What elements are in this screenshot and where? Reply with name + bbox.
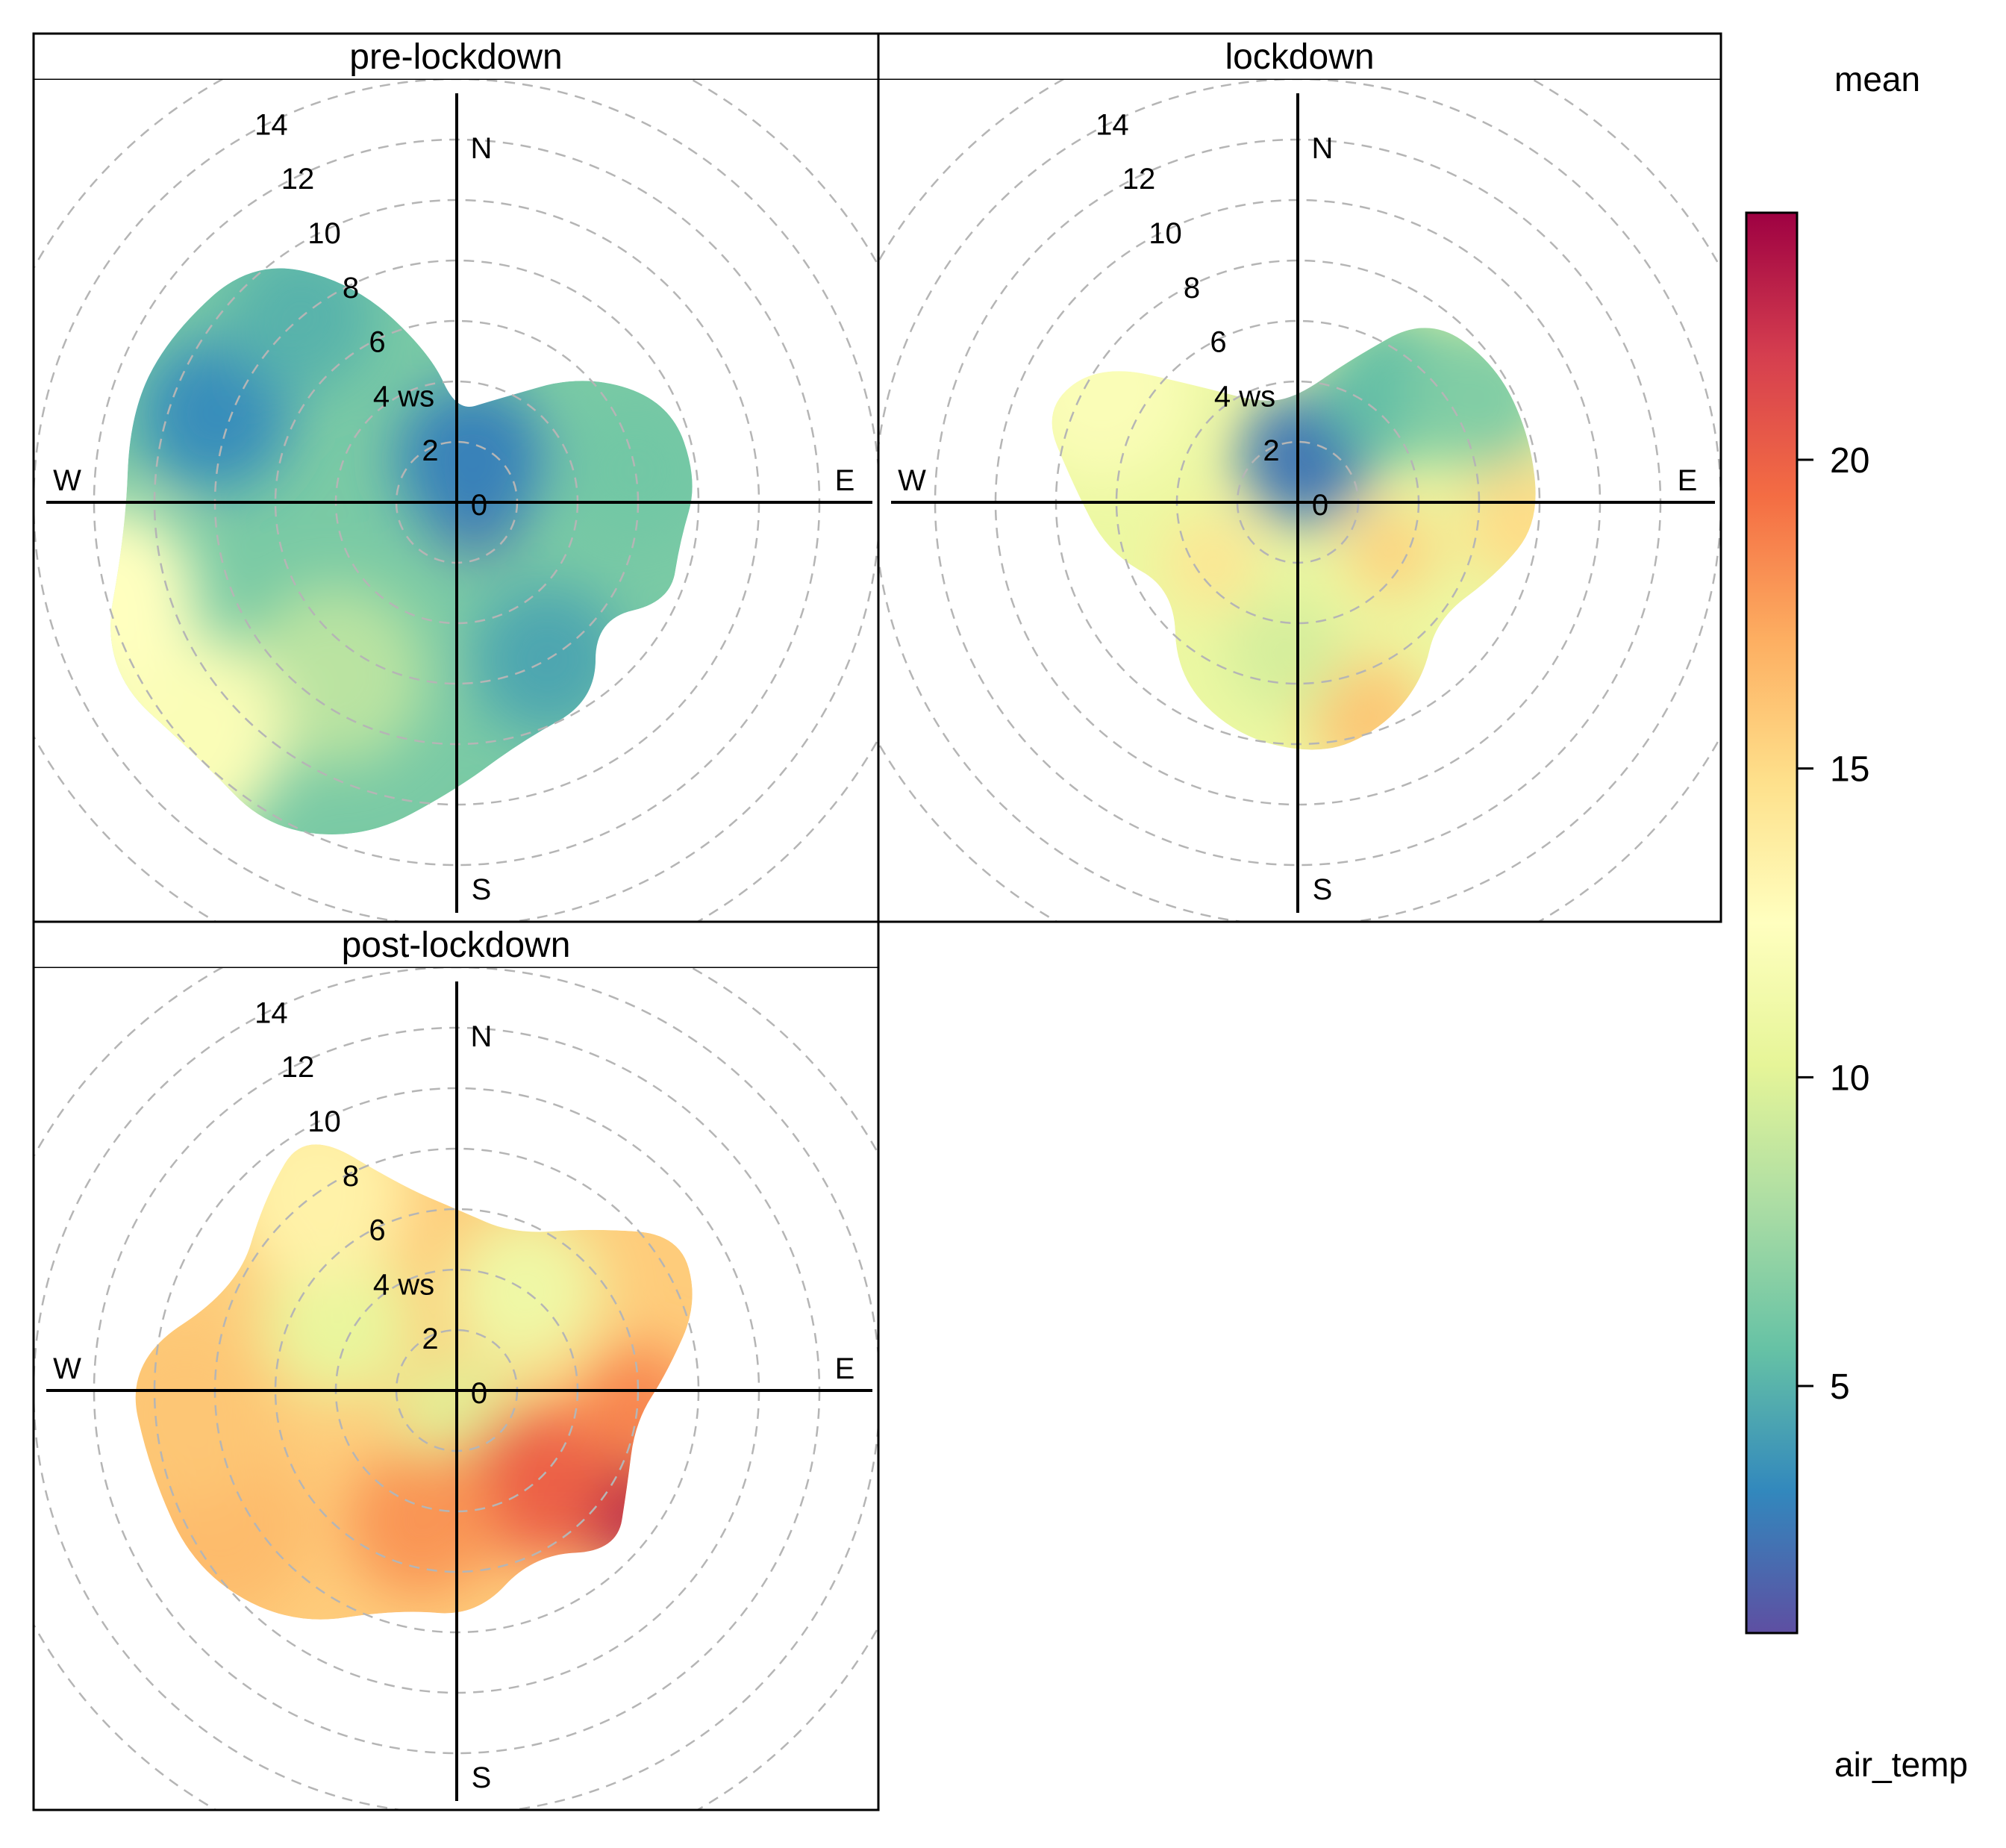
radial-tick-label: 14	[254, 996, 288, 1029]
compass-north: N	[471, 1020, 493, 1053]
colorbar-tick-label: 15	[1830, 750, 1869, 790]
compass-north: N	[1312, 132, 1334, 165]
radial-tick-label: 0	[471, 489, 487, 522]
colorbar-variable-label: air_temp	[1834, 1745, 1968, 1784]
panel-title: post-lockdown	[342, 925, 571, 965]
compass-west: W	[898, 464, 926, 497]
surface-blob	[1166, 517, 1257, 609]
compass-west: W	[53, 1352, 81, 1385]
radial-tick-label: 8	[343, 272, 359, 305]
colorbar-tick-label: 20	[1830, 441, 1869, 481]
panel-strip	[32, 920, 880, 970]
compass-south: S	[1313, 873, 1333, 906]
surface-blob	[1224, 592, 1346, 714]
surface-blob	[396, 384, 549, 536]
radial-tick-label: 10	[307, 1105, 341, 1138]
compass-west: W	[53, 464, 81, 497]
colorbar-gradient	[1745, 211, 1799, 1635]
colorbar-tick-label: 5	[1830, 1367, 1850, 1407]
radial-tick-label: 14	[1096, 108, 1129, 141]
radial-tick-label: 12	[281, 1051, 315, 1084]
radial-tick-label: 6	[369, 326, 385, 359]
radial-tick-label: 2	[422, 434, 438, 467]
panel-title: lockdown	[1225, 37, 1374, 77]
radial-tick-label: 4 ws	[373, 1268, 434, 1301]
colorbar: mean 5 10 15 20 air_temp	[1745, 60, 1968, 1784]
radial-tick-label: 8	[343, 1160, 359, 1193]
surface-blob	[450, 1216, 602, 1367]
surface-blob	[560, 395, 693, 547]
radial-tick-label: 4 ws	[373, 380, 434, 413]
radial-tick-label: 8	[1184, 272, 1200, 305]
radial-tick-label: 12	[1122, 163, 1156, 196]
compass-south: S	[472, 1761, 492, 1794]
radial-tick-label: 12	[281, 163, 315, 196]
compass-labels: N S W E	[53, 132, 854, 906]
colorbar-ticks: 5 10 15 20	[1797, 441, 1869, 1407]
radial-tick-label: 0	[1312, 489, 1328, 522]
surface-blob	[244, 584, 426, 767]
radial-tick-label: 4 ws	[1214, 380, 1275, 413]
radial-tick-label: 10	[1149, 217, 1182, 250]
panel-border	[32, 920, 880, 1811]
radial-tick-label: 6	[1210, 326, 1226, 359]
panel-title: pre-lockdown	[349, 37, 562, 77]
radial-tick-label: 10	[307, 217, 341, 250]
colorbar-tick-label: 10	[1830, 1058, 1869, 1098]
compass-east: E	[835, 464, 855, 497]
compass-labels: N S W E	[898, 132, 1697, 906]
compass-east: E	[835, 1352, 855, 1385]
surface-blob	[263, 1246, 415, 1399]
colorbar-statistic-label: mean	[1834, 60, 1920, 99]
panel-border	[877, 32, 1722, 923]
compass-south: S	[472, 873, 492, 906]
compass-north: N	[471, 132, 493, 165]
surface-blob	[1346, 506, 1437, 598]
compass-east: E	[1678, 464, 1698, 497]
radial-tick-label: 2	[422, 1323, 438, 1355]
surface-blob	[110, 505, 198, 687]
radial-tick-label: 2	[1263, 434, 1279, 467]
radial-tick-label: 6	[369, 1214, 385, 1247]
radial-tick-label: 0	[471, 1377, 487, 1410]
radial-tick-label: 14	[254, 108, 288, 141]
surface-blob	[346, 1446, 498, 1598]
surface-blob	[1463, 461, 1536, 583]
compass-labels: N S W E	[53, 1020, 854, 1794]
surface-blob	[140, 339, 291, 490]
